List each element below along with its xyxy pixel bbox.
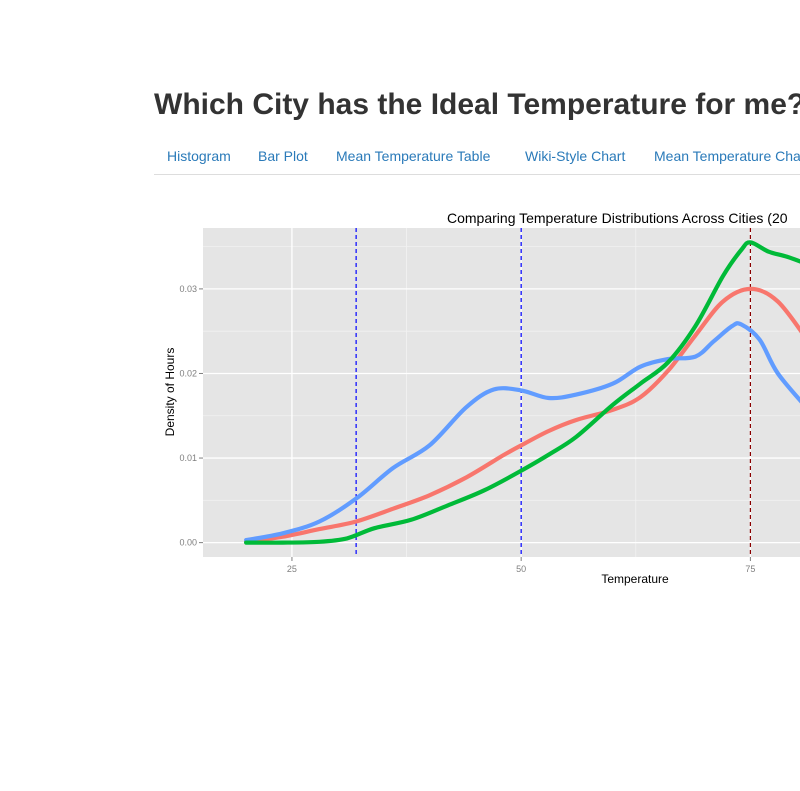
page-title: Which City has the Ideal Temperature for… [154, 88, 800, 121]
plot-panel [203, 228, 800, 557]
chart-title: Comparing Temperature Distributions Acro… [447, 210, 788, 226]
y-tick-label: 0.03 [179, 284, 197, 294]
x-tick-label: 50 [516, 564, 526, 574]
y-tick-label: 0.00 [179, 538, 197, 548]
y-tick-label: 0.01 [179, 453, 197, 463]
tab-histogram[interactable]: Histogram [167, 148, 231, 164]
tab-mean-temperature-table[interactable]: Mean Temperature Table [336, 148, 491, 164]
grid-major [203, 228, 800, 557]
tab-mean-temperature-chart[interactable]: Mean Temperature Chart [654, 148, 800, 164]
x-tick-label: 25 [287, 564, 297, 574]
density-line [244, 240, 800, 545]
y-tick-label: 0.02 [179, 368, 197, 378]
y-axis-label: Density of Hours [163, 348, 177, 437]
y-axis-ticks: 0.00 0.01 0.02 0.03 [179, 284, 203, 548]
density-line [244, 286, 800, 544]
tab-wiki-style-chart[interactable]: Wiki-Style Chart [525, 148, 626, 164]
nav-tabs: Histogram Bar Plot Mean Temperature Tabl… [154, 138, 800, 175]
x-tick-label: 75 [745, 564, 755, 574]
x-axis-label: Temperature [601, 572, 669, 586]
x-axis-ticks: 25 50 75 [287, 557, 755, 574]
series-lines [244, 240, 800, 545]
density-line [244, 321, 800, 543]
tab-bar-plot[interactable]: Bar Plot [258, 148, 308, 164]
density-chart: 25 50 75 0.00 0.01 0.02 0.03 Comparing Temper… [163, 210, 800, 586]
grid-minor [203, 228, 800, 557]
